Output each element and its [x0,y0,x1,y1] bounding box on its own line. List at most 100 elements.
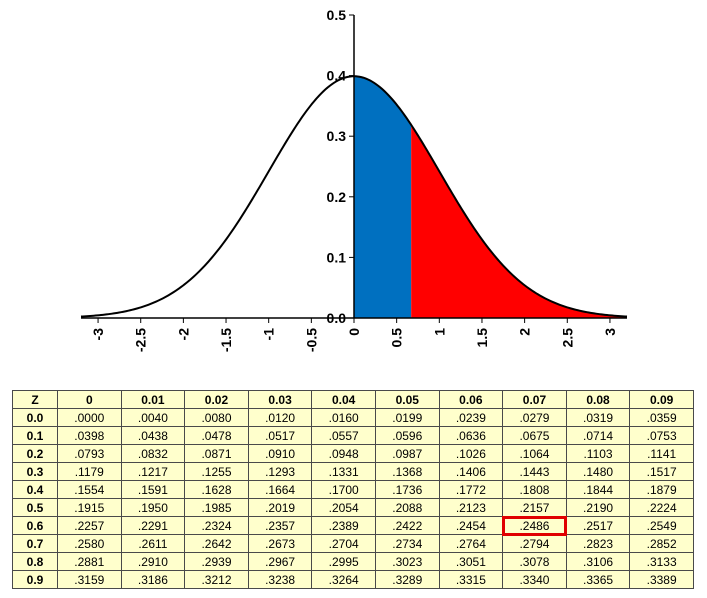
table-cell: .1664 [247,480,313,499]
table-cell: .3133 [629,552,694,571]
table-cell: .2224 [629,498,694,517]
table-row: 0.0.0000.0040.0080.0120.0160.0199.0239.0… [12,408,694,427]
x-tick-label: 2.5 [559,328,575,348]
table-cell: .2389 [311,516,376,535]
table-cell: .0120 [247,408,313,427]
table-row: 0.7.2580.2611.2642.2673.2704.2734.2764.2… [12,534,694,553]
table-cell: .0987 [374,444,440,463]
row-z-label: 0.3 [12,462,58,481]
table-cell: .2454 [438,516,504,535]
table-cell: .1628 [184,480,249,499]
table-cell: .2088 [374,498,440,517]
table-cell: .2357 [247,516,313,535]
shaded-region-1 [354,76,412,319]
table-cell: .3365 [565,570,631,589]
column-header: 0.06 [438,390,504,409]
table-cell: .1331 [311,462,376,481]
table-cell: .0359 [629,408,694,427]
row-z-label: 0.8 [12,552,58,571]
row-z-label: 0.6 [12,516,58,535]
table-cell: .0438 [120,426,186,445]
table-cell: .1772 [438,480,504,499]
table-cell: .0948 [311,444,376,463]
table-cell: .1844 [565,480,631,499]
table-cell: .1700 [311,480,376,499]
shaded-regions [354,76,627,319]
row-z-label: 0.5 [12,498,58,517]
column-header: 0.04 [311,390,376,409]
y-axis-ticks: 0.0 0.1 0.2 0.3 0.4 0.5 [327,7,354,326]
table-cell: .2881 [57,552,122,571]
table-cell: .2157 [502,498,567,517]
x-axis-ticks: -3 -2.5 -2 -1.5 -1 -0.5 0 0.5 1 1.5 2 2.5 3 [90,318,618,352]
table-cell: .0793 [57,444,122,463]
table-cell: .2910 [120,552,186,571]
table-cell: .2704 [311,534,376,553]
table-cell: .1179 [57,462,122,481]
table-cell: .0319 [565,408,631,427]
table-cell: .1879 [629,480,694,499]
table-cell: .3078 [502,552,567,571]
shaded-region-2 [411,124,627,318]
table-cell: .2054 [311,498,376,517]
table-cell: .0832 [120,444,186,463]
y-tick-label: 0.3 [327,128,347,144]
table-cell: .1517 [629,462,694,481]
z-table-body: 0.0.0000.0040.0080.0120.0160.0199.0239.0… [12,408,694,589]
table-cell: .3264 [311,570,376,589]
table-cell: .0000 [57,408,122,427]
column-header: 0.07 [502,390,567,409]
table-cell: .1406 [438,462,504,481]
table-cell: .2019 [247,498,313,517]
column-header: 0.03 [247,390,313,409]
x-tick-label: 1 [431,328,447,336]
z-column-header: Z [12,390,58,409]
table-cell: .2642 [184,534,249,553]
table-row: 0.3.1179.1217.1255.1293.1331.1368.1406.1… [12,462,694,481]
z-table: Z 0 0.01 0.02 0.03 0.04 0.05 0.06 0.07 0.08 0.09 0… [12,390,694,589]
table-cell: .0636 [438,426,504,445]
table-row: 0.6.2257.2291.2324.2357.2389.2422.2454.2… [12,515,694,536]
y-tick-label: 0.4 [327,68,347,84]
table-cell: .1443 [502,462,567,481]
table-cell: .1808 [502,480,567,499]
table-cell: .0398 [57,426,122,445]
table-cell: .2291 [120,516,186,535]
table-cell: .3186 [120,570,186,589]
table-cell: .2764 [438,534,504,553]
table-cell: .2734 [374,534,440,553]
table-row: 0.5.1915.1950.1985.2019.2054.2088.2123.2… [12,498,694,517]
x-tick-label: 0 [346,328,362,336]
table-cell: .0753 [629,426,694,445]
table-cell: .3315 [438,570,504,589]
table-cell: .0160 [311,408,376,427]
table-cell: .0040 [120,408,186,427]
row-z-label: 0.2 [12,444,58,463]
table-row: 0.1.0398.0438.0478.0517.0557.0596.0636.0… [12,426,694,445]
table-cell: .1480 [565,462,631,481]
column-header: 0 [57,390,122,409]
table-cell: .2517 [565,516,631,535]
table-cell: .0871 [184,444,249,463]
y-tick-label: 0.5 [327,7,347,23]
table-cell: .3340 [502,570,567,589]
table-cell: .1915 [57,498,122,517]
x-tick-label: -3 [90,328,106,341]
table-cell: .1554 [57,480,122,499]
x-tick-label: -2.5 [133,328,149,352]
table-cell: .3106 [565,552,631,571]
x-tick-label: -2 [175,328,191,341]
table-row: 0.8.2881.2910.2939.2967.2995.3023.3051.3… [12,552,694,571]
table-cell: .1985 [184,498,249,517]
table-cell: .1026 [438,444,504,463]
table-row: 0.2.0793.0832.0871.0910.0948.0987.1026.1… [12,444,694,463]
table-cell: .0714 [565,426,631,445]
table-cell: .3289 [374,570,440,589]
table-cell: .0596 [374,426,440,445]
x-tick-label: 0.5 [389,328,405,348]
table-cell: .0517 [247,426,313,445]
table-cell: .1141 [629,444,694,463]
table-row: 0.9.3159.3186.3212.3238.3264.3289.3315.3… [12,570,694,589]
table-cell: .0239 [438,408,504,427]
table-cell: .1064 [502,444,567,463]
